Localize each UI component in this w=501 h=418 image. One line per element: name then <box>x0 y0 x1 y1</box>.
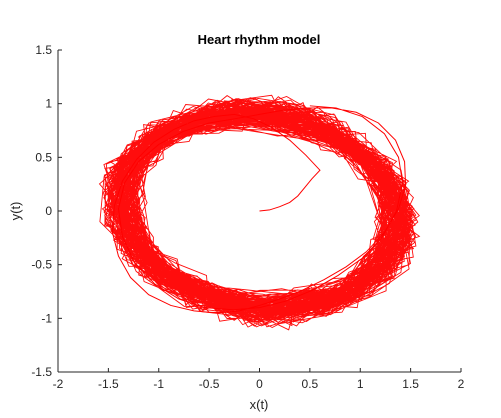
y-tick-label: -1.5 <box>31 365 52 379</box>
y-tick-label: 0.5 <box>35 150 52 164</box>
y-tick-label: -1 <box>41 311 52 325</box>
x-tick-label: -2 <box>53 377 64 391</box>
y-tick-label: -0.5 <box>31 258 52 272</box>
axes <box>57 49 462 373</box>
chart-title: Heart rhythm model <box>198 32 321 47</box>
tick-labels: -2 -1.5 -1 -0.5 0 0.5 1 1.5 2-1.5-1-0.500.511.5 <box>31 43 464 391</box>
y-axis-label: y(t) <box>8 202 23 221</box>
trace-group <box>98 94 421 331</box>
series-trace-dense <box>98 94 421 331</box>
x-axis-label: x(t) <box>250 397 269 412</box>
x-tick-label: -1.5 <box>98 377 119 391</box>
x-tick-label: 0.5 <box>302 377 319 391</box>
x-tick-label: 1.5 <box>402 377 419 391</box>
x-tick-label: 1 <box>357 377 364 391</box>
x-tick-label: -1 <box>153 377 164 391</box>
x-tick-label: 2 <box>458 377 465 391</box>
y-tick-label: 1.5 <box>35 43 52 57</box>
x-tick-label: -0.5 <box>199 377 220 391</box>
x-tick-label: 0 <box>256 377 263 391</box>
y-tick-label: 0 <box>45 204 52 218</box>
y-tick-label: 1 <box>45 97 52 111</box>
